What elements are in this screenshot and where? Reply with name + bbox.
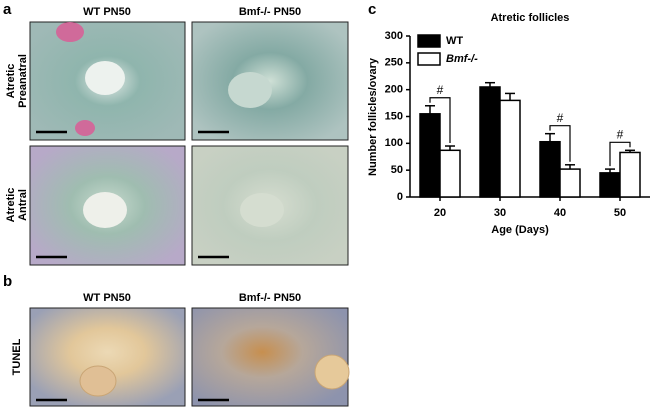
micrographs [29,21,350,407]
y-tick-label: 0 [397,191,403,203]
significance-label: # [557,111,564,125]
x-tick-label: 30 [494,207,506,219]
legend-label: Bmf-/- [446,53,478,65]
bar [559,168,581,198]
legend-swatch [417,34,441,48]
y-axis-label: Number follicles/ovary [367,57,379,176]
y-tick-label: 150 [385,110,403,122]
significance-label: # [617,127,624,141]
oocyte [79,365,117,397]
row-label: Antral [17,189,29,221]
panel-label: c [368,1,376,18]
y-tick-label: 100 [385,137,403,149]
micrograph [191,21,349,141]
bar [539,140,561,198]
y-tick-label: 250 [385,57,403,69]
row-label: TUNEL [11,338,23,375]
oocyte [83,192,127,228]
bar [599,172,621,198]
column-header: WT PN50 [83,6,131,18]
oocyte [85,61,125,95]
oocyte [228,72,272,108]
scale-bars [36,130,229,402]
bar [419,113,441,198]
x-tick-label: 50 [614,207,626,219]
row-label: Preanatral [17,54,29,108]
x-axis-label: Age (Days) [491,224,549,236]
micrograph [191,307,349,407]
bar [479,86,501,198]
significance-bracket [609,141,631,167]
row-label: Atretic [5,64,17,99]
legend-swatch [417,52,441,66]
column-header: Bmf-/- PN50 [239,6,301,18]
bar [499,99,521,198]
bar [439,149,461,198]
stain [75,120,95,136]
column-header: Bmf-/- PN50 [239,292,301,304]
panel-label: b [3,273,12,290]
legend-label: WT [446,35,463,47]
significance-bracket [429,97,451,144]
bar [619,151,641,198]
x-tick-label: 20 [434,207,446,219]
y-tick-label: 50 [391,164,403,176]
row-label: Atretic [5,188,17,223]
significance-label: # [437,83,444,97]
y-tick-label: 300 [385,30,403,42]
column-header: WT PN50 [83,292,131,304]
panel-label: a [3,1,12,18]
oocyte [240,193,284,227]
y-tick-label: 200 [385,84,403,96]
chart-title: Atretic follicles [491,12,570,24]
x-tick-label: 40 [554,207,566,219]
oocyte [314,354,350,390]
significance-bracket [549,125,571,162]
stain [56,22,84,42]
